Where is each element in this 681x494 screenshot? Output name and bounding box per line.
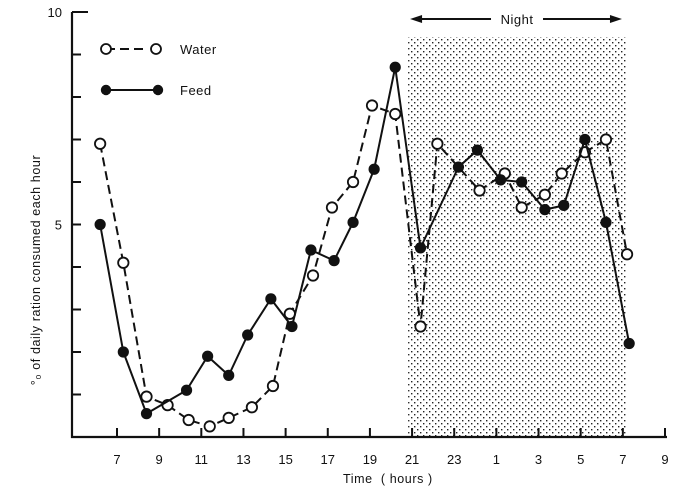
feed-data-point xyxy=(516,176,528,188)
water-data-point xyxy=(414,320,427,333)
legend-entry-feed: Feed xyxy=(100,83,212,98)
y-tick-label: 5 xyxy=(55,218,62,233)
water-data-point xyxy=(431,137,444,150)
feed-data-point xyxy=(623,337,635,350)
x-tick-label: 7 xyxy=(619,452,626,467)
water-data-point xyxy=(346,175,360,189)
water-data-point xyxy=(389,107,402,121)
x-tick-label: 23 xyxy=(447,452,461,467)
night-header: Night xyxy=(410,12,622,27)
series-feed xyxy=(94,61,635,420)
night-shaded-region xyxy=(408,37,626,437)
y-axis-title: °₀ of daily ration consumed each hour xyxy=(29,155,43,385)
night-arrowhead-left-icon xyxy=(410,15,423,23)
legend-label-water: Water xyxy=(180,42,217,57)
water-data-point xyxy=(620,248,634,261)
series-water xyxy=(94,99,634,433)
feed-data-point xyxy=(223,369,235,381)
x-tick-label: 3 xyxy=(535,452,542,467)
x-tick-label: 9 xyxy=(156,452,163,467)
x-axis-title: Time ( hours ) xyxy=(343,472,433,486)
feed-data-point xyxy=(347,216,359,228)
feed-data-point xyxy=(414,242,427,254)
y-axis-title-percent-sign: °₀ xyxy=(29,370,43,385)
water-data-point xyxy=(266,379,280,393)
water-data-point xyxy=(182,413,195,427)
x-tick-label: 5 xyxy=(577,452,584,467)
legend-water-marker-icon xyxy=(150,43,162,55)
water-data-point xyxy=(538,188,551,201)
x-tick-label: 9 xyxy=(661,452,668,467)
x-tick-label: 1 xyxy=(493,452,500,467)
water-data-point xyxy=(222,411,235,424)
feed-data-point xyxy=(368,163,380,175)
legend-entry-water: Water xyxy=(100,42,217,57)
feed-data-point xyxy=(140,408,153,420)
x-tick-label: 7 xyxy=(113,452,120,467)
x-tick-label: 11 xyxy=(195,452,209,467)
feed-data-point xyxy=(495,174,507,186)
feed-data-point xyxy=(94,218,106,231)
y-axis-title-text: of daily ration consumed each hour xyxy=(29,155,43,370)
night-arrowhead-right-icon xyxy=(609,15,622,23)
water-data-point xyxy=(306,269,320,282)
night-label: Night xyxy=(501,12,534,27)
y-tick-label: 10 xyxy=(48,5,62,20)
feed-data-point xyxy=(389,61,401,73)
feed-data-point xyxy=(202,350,214,362)
water-data-point xyxy=(365,99,379,112)
water-data-point xyxy=(94,137,107,150)
feed-data-point xyxy=(558,199,570,211)
legend-feed-marker-icon xyxy=(152,84,164,96)
legend-label-feed: Feed xyxy=(180,83,212,98)
feed-data-point xyxy=(305,244,317,256)
feed-data-point xyxy=(242,329,254,341)
feed-data-point xyxy=(117,346,129,358)
water-data-point xyxy=(245,401,258,414)
feed-data-point xyxy=(286,320,298,333)
water-data-point xyxy=(140,390,153,403)
water-data-point xyxy=(473,184,486,197)
x-tick-label: 19 xyxy=(363,452,377,467)
feed-data-point xyxy=(471,144,484,156)
feed-data-point xyxy=(180,384,193,396)
axes: 510 7 9 11 13 15 17 19 21 23 1 3 5 7 9 xyxy=(48,5,669,467)
legend-feed-marker-icon xyxy=(100,84,112,96)
x-tick-label: 17 xyxy=(321,452,335,467)
y-axis-title-group: °₀ of daily ration consumed each hour xyxy=(29,155,43,385)
water-data-point xyxy=(599,133,613,146)
legend: Water Feed xyxy=(100,42,217,98)
y-ticks: 5 10 xyxy=(48,5,88,438)
x-ticks: 7 9 11 13 15 17 19 21 23 1 3 5 7 9 xyxy=(113,428,669,467)
x-tick-label: 15 xyxy=(278,452,292,467)
legend-water-marker-icon xyxy=(100,43,112,55)
feed-data-point xyxy=(539,204,551,216)
feed-data-point xyxy=(600,216,612,228)
water-data-point xyxy=(117,256,130,269)
water-data-point xyxy=(203,420,216,433)
water-data-point xyxy=(555,167,568,180)
x-tick-label: 13 xyxy=(236,452,250,467)
water-data-point xyxy=(325,201,339,214)
feed-data-point xyxy=(265,293,277,305)
feed-data-point xyxy=(579,133,591,146)
feed-data-point xyxy=(452,161,465,173)
feed-data-point xyxy=(328,255,340,267)
x-tick-label: 21 xyxy=(405,452,419,467)
water-data-point xyxy=(515,201,528,214)
